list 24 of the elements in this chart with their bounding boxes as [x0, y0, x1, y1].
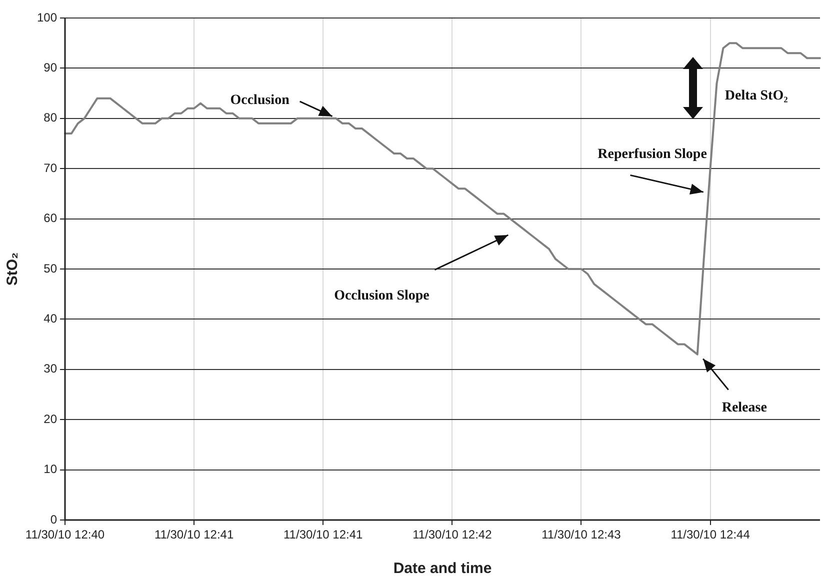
x-tick-label: 11/30/10 12:41 — [154, 528, 234, 542]
y-tick-label: 60 — [44, 211, 58, 226]
y-tick-label: 70 — [44, 160, 58, 175]
annotation: Reperfusion Slope — [598, 146, 707, 162]
annotation: Occlusion — [230, 93, 290, 108]
x-tick-label: 11/30/10 12:43 — [542, 528, 622, 542]
y-tick-label: 0 — [50, 512, 58, 526]
y-tick-label: 90 — [44, 60, 58, 75]
y-tick-label: 10 — [44, 462, 58, 476]
annotation: Release — [722, 400, 767, 416]
y-axis-title: StO₂ — [4, 252, 22, 286]
y-tick-label: 30 — [44, 362, 58, 376]
y-tick-label: 80 — [44, 110, 58, 125]
annotation: Delta StO₂ — [724, 88, 788, 104]
x-tick-label: 11/30/10 12:41 — [284, 528, 364, 542]
annotation: Occlusion Slope — [334, 288, 430, 304]
x-tick-label: 11/30/10 12:40 — [25, 528, 105, 542]
y-tick-label: 50 — [44, 261, 58, 276]
x-axis-title: Date and time — [393, 560, 492, 578]
y-tick-label: 40 — [44, 312, 58, 326]
y-tick-label: 20 — [44, 412, 58, 426]
x-tick-label: 11/30/10 12:42 — [412, 528, 492, 542]
x-tick-label: 11/30/10 12:44 — [670, 528, 750, 542]
y-tick-label: 100 — [36, 10, 58, 24]
